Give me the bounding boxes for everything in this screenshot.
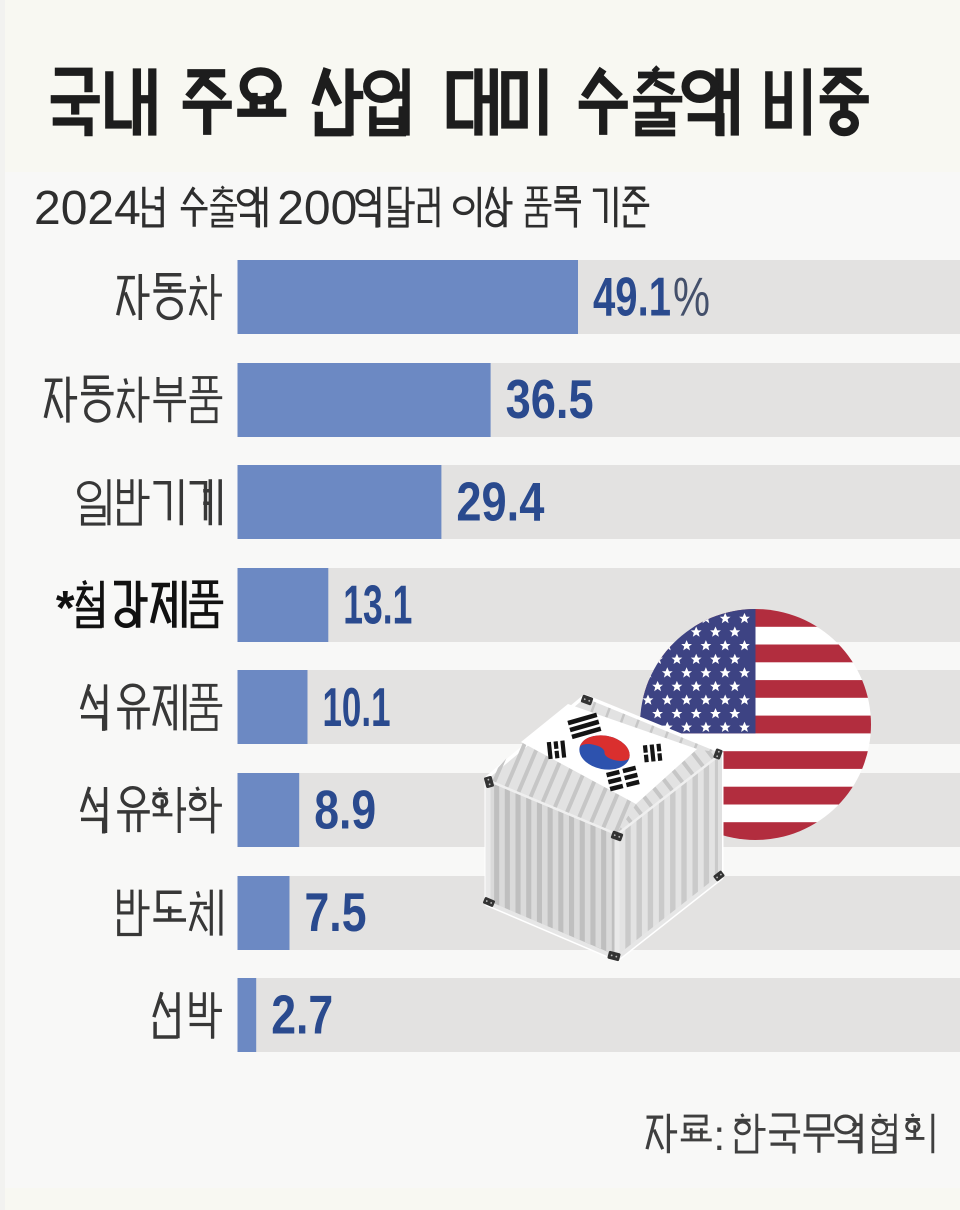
svg-text:*: *: [56, 582, 75, 635]
svg-text:2024: 2024: [34, 182, 141, 235]
svg-text:49.1: 49.1: [593, 266, 671, 328]
svg-text:10.1: 10.1: [323, 676, 391, 738]
svg-text:8.9: 8.9: [314, 779, 376, 841]
svg-text:29.4: 29.4: [456, 471, 544, 533]
svg-text::: :: [713, 1113, 725, 1160]
svg-text:200: 200: [277, 182, 357, 235]
svg-text:2.7: 2.7: [271, 984, 333, 1046]
svg-text:13.1: 13.1: [343, 573, 412, 635]
svg-text:7.5: 7.5: [305, 881, 367, 943]
svg-text:%: %: [673, 266, 710, 328]
svg-text:36.5: 36.5: [506, 368, 594, 430]
